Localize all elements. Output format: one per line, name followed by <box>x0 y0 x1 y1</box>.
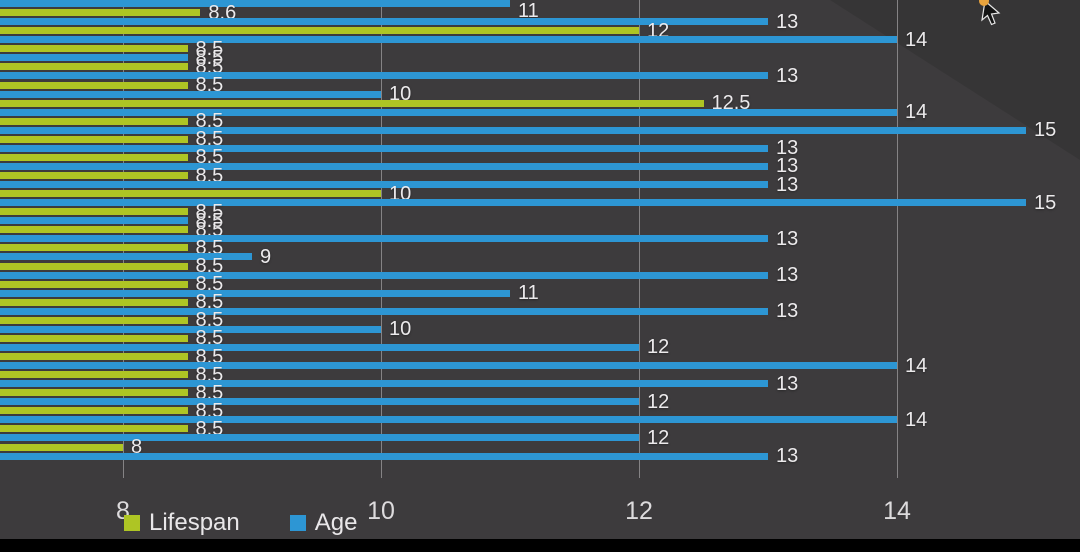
age-value-label: 9 <box>260 245 272 268</box>
lifespan-bar <box>0 316 188 324</box>
lifespan-bar <box>0 135 188 143</box>
age-value-label: 8.5 <box>195 46 224 69</box>
x-tick-label: 10 <box>367 497 395 525</box>
legend-item-lifespan: Lifespan <box>124 509 240 537</box>
age-bar <box>0 416 897 424</box>
lifespan-bar <box>0 81 188 89</box>
lifespan-bar <box>0 63 188 71</box>
lifespan-value-label: 8.5 <box>195 200 224 223</box>
lifespan-bar <box>0 99 704 107</box>
age-bar <box>0 398 639 406</box>
lifespan-bar <box>0 407 188 415</box>
age-value-label: 11 <box>518 282 539 305</box>
age-bar <box>0 0 510 7</box>
age-bar <box>0 271 768 279</box>
gridline <box>897 0 898 478</box>
age-value-label: 13 <box>776 445 799 467</box>
age-value-label: 12 <box>647 390 670 413</box>
lifespan-bar <box>0 280 188 288</box>
age-value-label: 12 <box>647 336 670 359</box>
age-bar <box>0 54 188 62</box>
lifespan-bar <box>0 443 123 451</box>
age-bar <box>0 18 768 26</box>
lifespan-bar <box>0 45 188 53</box>
age-bar <box>0 90 381 98</box>
age-bar <box>0 144 768 152</box>
plot-area: 11 8.6 13 12 14 8.5 8.5 8.5 13 8.5 10 12.5 14 8.5 15 8.… <box>0 0 1057 478</box>
age-bar <box>0 217 188 225</box>
age-value-label: 14 <box>905 354 928 377</box>
legend-label-lifespan: Lifespan <box>149 509 240 536</box>
age-bar <box>0 235 768 243</box>
lifespan-bar <box>0 353 188 360</box>
age-bar <box>0 108 897 116</box>
lifespan-bar <box>0 389 188 397</box>
age-bar <box>0 434 639 442</box>
legend-label-age: Age <box>314 509 358 536</box>
lifespan-bar <box>0 172 188 179</box>
age-bar <box>0 162 768 170</box>
mouse-cursor-icon <box>979 0 1001 26</box>
chart-legend: Lifespan Age <box>124 509 357 537</box>
age-value-label: 13 <box>776 173 799 196</box>
lifespan-value-label: 8 <box>131 436 143 458</box>
age-bar <box>0 253 252 261</box>
age-value-label: 13 <box>776 64 799 87</box>
lifespan-swatch-icon <box>124 515 140 531</box>
lifespan-bar <box>0 190 381 198</box>
lifespan-bar <box>0 334 188 342</box>
lifespan-bar <box>0 153 188 161</box>
age-bar <box>0 362 897 369</box>
lifespan-bar <box>0 425 188 433</box>
lifespan-bar <box>0 244 188 252</box>
legend-item-age: Age <box>289 509 358 537</box>
age-value-label: 13 <box>776 10 799 33</box>
lifespan-bar <box>0 262 188 270</box>
age-bar <box>0 72 768 80</box>
age-bar <box>0 289 510 297</box>
age-bar <box>0 325 381 333</box>
lifespan-bar <box>0 208 188 216</box>
age-value-label: 14 <box>905 408 928 431</box>
age-value-label: 13 <box>776 372 799 395</box>
age-value-label: 13 <box>776 264 799 286</box>
lifespan-bar <box>0 27 639 35</box>
age-bar <box>0 126 1026 134</box>
age-value-label: 14 <box>905 28 928 51</box>
x-tick-label: 14 <box>883 497 911 525</box>
lifespan-value-label: 8.5 <box>195 37 224 60</box>
age-bar <box>0 36 897 44</box>
age-value-label: 8.5 <box>195 209 224 232</box>
age-bar <box>0 181 768 188</box>
age-value-label: 13 <box>776 227 799 250</box>
age-swatch-icon <box>289 515 306 531</box>
x-tick-label: 12 <box>625 497 653 525</box>
age-bar <box>0 452 768 460</box>
age-value-label: 15 <box>1034 191 1057 214</box>
age-value-label: 15 <box>1034 119 1057 142</box>
age-bar <box>0 199 1026 207</box>
age-bar <box>0 307 768 315</box>
lifespan-bar <box>0 226 188 234</box>
age-value-label: 13 <box>776 300 799 323</box>
age-bar <box>0 343 639 351</box>
age-value-label: 13 <box>776 137 799 160</box>
lifespan-bar <box>0 298 188 306</box>
age-value-label: 13 <box>776 155 799 178</box>
age-value-label: 12 <box>647 426 670 449</box>
age-value-label: 10 <box>389 83 412 105</box>
lifespan-bar <box>0 371 188 379</box>
lifespan-bar <box>0 117 188 125</box>
lifespan-bar <box>0 9 201 17</box>
age-bar <box>0 380 768 388</box>
age-value-label: 10 <box>389 318 412 341</box>
letterbox-bar <box>0 539 1080 552</box>
age-value-label: 14 <box>905 101 928 124</box>
age-value-label: 11 <box>518 0 539 22</box>
